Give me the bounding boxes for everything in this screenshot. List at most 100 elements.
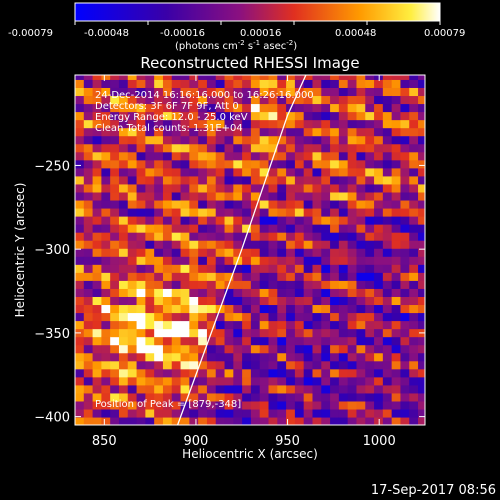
heatmap-pixel: [321, 352, 331, 362]
heatmap-pixel: [101, 288, 111, 297]
heatmap-pixel: [347, 256, 358, 265]
heatmap-pixel: [110, 75, 120, 80]
heatmap-pixel: [286, 224, 296, 233]
heatmap-pixel: [374, 183, 384, 193]
heatmap-pixel: [233, 175, 243, 185]
heatmap-pixel: [382, 127, 393, 137]
heatmap-pixel: [259, 320, 270, 330]
heatmap-pixel: [154, 135, 164, 145]
heatmap-pixel: [162, 183, 173, 193]
heatmap-pixel: [418, 344, 425, 354]
heatmap-pixel: [400, 159, 410, 169]
heatmap-pixel: [400, 408, 410, 418]
heatmap-pixel: [321, 328, 331, 338]
heatmap-pixel: [321, 75, 331, 80]
heatmap-pixel: [198, 312, 208, 322]
heatmap-pixel: [294, 191, 305, 201]
heatmap-pixel: [162, 416, 173, 425]
heatmap-pixel: [330, 248, 340, 257]
heatmap-pixel: [224, 288, 234, 297]
heatmap-pixel: [321, 408, 331, 418]
heatmap-pixel: [101, 256, 111, 265]
heatmap-pixel: [347, 75, 358, 80]
heatmap-pixel: [215, 240, 226, 249]
heatmap-pixel: [83, 191, 94, 201]
heatmap-pixel: [206, 216, 217, 225]
heatmap-pixel: [198, 272, 208, 281]
heatmap-pixel: [162, 376, 173, 386]
heatmap-pixel: [145, 360, 155, 370]
heatmap-pixel: [268, 256, 278, 265]
heatmap-pixel: [382, 328, 393, 338]
heatmap-pixel: [312, 368, 322, 378]
heatmap-pixel: [400, 256, 410, 265]
heatmap-pixel: [92, 328, 102, 338]
heatmap-pixel: [242, 127, 252, 137]
heatmap-pixel: [224, 216, 234, 225]
heatmap-pixel: [110, 360, 120, 370]
heatmap-pixel: [321, 87, 331, 97]
heatmap-pixel: [312, 328, 322, 338]
heatmap-pixel: [92, 368, 102, 378]
heatmap-pixel: [189, 75, 199, 80]
heatmap-pixel: [215, 79, 226, 88]
heatmap-pixel: [92, 416, 102, 425]
heatmap-pixel: [92, 400, 102, 410]
heatmap-pixel: [145, 224, 155, 233]
heatmap-pixel: [198, 280, 208, 289]
heatmap-pixel: [145, 95, 155, 105]
heatmap-pixel: [382, 272, 393, 281]
heatmap-pixel: [409, 159, 419, 169]
heatmap-pixel: [110, 183, 120, 193]
heatmap-pixel: [268, 175, 278, 185]
heatmap-pixel: [136, 320, 146, 330]
heatmap-pixel: [330, 264, 340, 273]
heatmap-pixel: [321, 280, 331, 289]
heatmap-pixel: [145, 103, 155, 113]
heatmap-pixel: [110, 368, 120, 378]
heatmap-pixel: [268, 344, 278, 354]
heatmap-pixel: [162, 87, 173, 97]
heatmap-pixel: [418, 304, 425, 314]
heatmap-pixel: [286, 119, 296, 129]
heatmap-pixel: [268, 248, 278, 257]
heatmap-pixel: [347, 264, 358, 273]
heatmap-pixel: [294, 151, 305, 161]
heatmap-pixel: [127, 207, 138, 217]
heatmap-pixel: [110, 256, 120, 265]
heatmap-pixel: [92, 151, 102, 161]
heatmap-pixel: [400, 199, 410, 209]
heatmap-pixel: [365, 336, 375, 346]
heatmap-pixel: [215, 95, 226, 105]
heatmap-pixel: [215, 408, 226, 418]
heatmap-pixel: [224, 392, 234, 402]
heatmap-pixel: [418, 280, 425, 289]
heatmap-pixel: [347, 296, 358, 306]
heatmap-pixel: [118, 392, 129, 402]
heatmap-pixel: [356, 216, 366, 225]
heatmap-pixel: [189, 296, 199, 306]
heatmap-pixel: [303, 199, 314, 209]
heatmap-pixel: [101, 167, 111, 177]
heatmap-pixel: [233, 119, 243, 129]
heatmap-pixel: [145, 264, 155, 273]
heatmap-pixel: [242, 183, 252, 193]
heatmap-pixel: [75, 280, 85, 289]
heatmap-pixel: [391, 127, 402, 137]
heatmap-pixel: [365, 159, 375, 169]
heatmap-pixel: [338, 272, 349, 281]
heatmap-pixel: [277, 79, 287, 88]
heatmap-pixel: [356, 360, 366, 370]
heatmap-pixel: [198, 400, 208, 410]
heatmap-pixel: [268, 320, 278, 330]
heatmap-pixel: [127, 256, 138, 265]
heatmap-pixel: [145, 320, 155, 330]
heatmap-pixel: [330, 87, 340, 97]
heatmap-pixel: [118, 304, 129, 314]
heatmap-pixel: [374, 119, 384, 129]
heatmap-pixel: [206, 127, 217, 137]
heatmap-pixel: [418, 256, 425, 265]
heatmap-pixel: [347, 328, 358, 338]
heatmap-pixel: [75, 183, 85, 193]
heatmap-pixel: [374, 368, 384, 378]
